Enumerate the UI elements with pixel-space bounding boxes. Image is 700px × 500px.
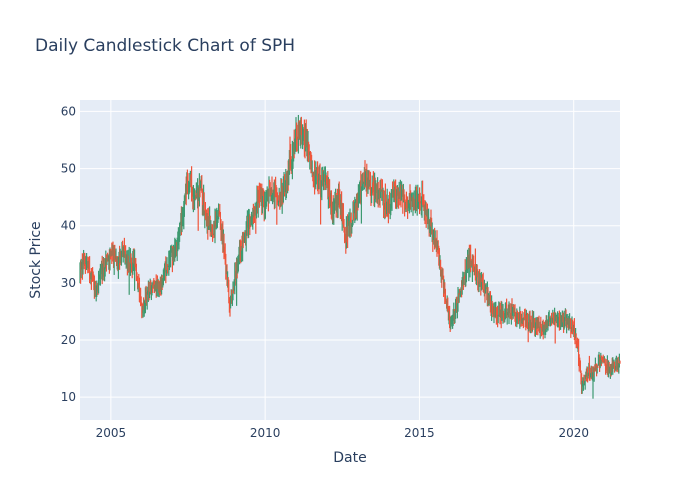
x-tick-label: 2020 — [558, 426, 589, 440]
y-tick-label: 10 — [61, 390, 76, 404]
y-axis-ticks: 10 20 30 40 50 60 — [61, 104, 76, 404]
y-tick-label: 30 — [61, 276, 76, 290]
x-tick-label: 2015 — [404, 426, 435, 440]
y-axis-title: Stock Price — [28, 221, 44, 298]
y-tick-label: 20 — [61, 333, 76, 347]
plot-area — [80, 100, 620, 420]
x-axis-ticks: 2005 2010 2015 2020 — [96, 426, 589, 440]
grid-layer — [80, 100, 620, 420]
x-axis-title: Date — [333, 450, 366, 466]
chart-title: Daily Candlestick Chart of SPH — [35, 36, 295, 56]
x-tick-label: 2010 — [250, 426, 281, 440]
y-tick-label: 50 — [61, 162, 76, 176]
y-tick-label: 60 — [61, 104, 76, 118]
x-tick-label: 2005 — [96, 426, 127, 440]
candles-layer — [79, 114, 621, 399]
y-tick-label: 40 — [61, 219, 76, 233]
